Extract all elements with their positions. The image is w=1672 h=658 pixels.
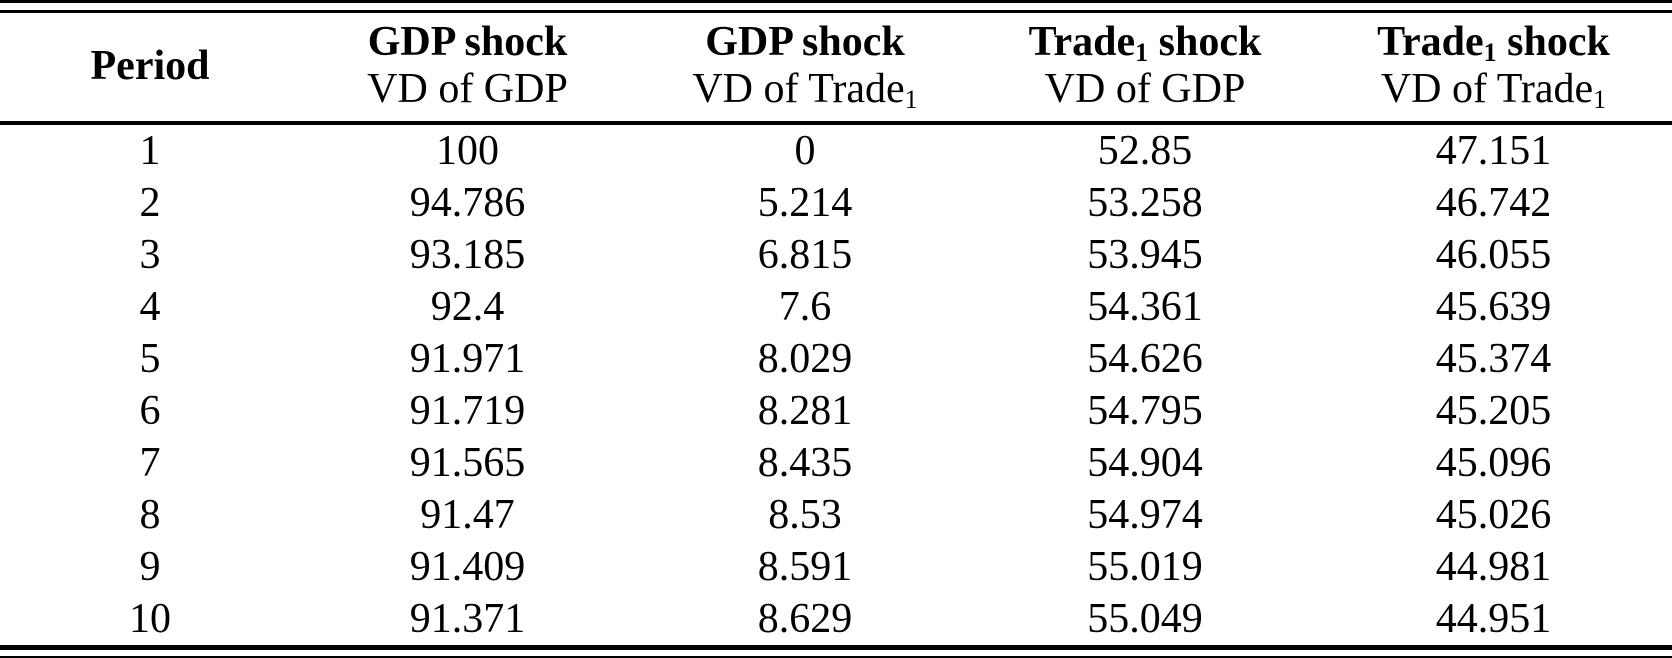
table-row: 10 91.371 8.629 55.049 44.951 bbox=[0, 593, 1672, 648]
header-text: VD of GDP bbox=[1044, 66, 1246, 113]
cell-gdp-shock-vd-trade1: 0 bbox=[794, 128, 816, 175]
cell-trade1-shock-vd-trade1: 46.055 bbox=[1435, 232, 1552, 279]
table-header: Period GDP shock VD of GDP GDP shock VD … bbox=[0, 11, 1672, 126]
header-vd-label: VD of GDP bbox=[975, 66, 1315, 113]
cell-trade1-shock-vd-gdp: 55.049 bbox=[1087, 596, 1203, 643]
header-shock-label: Trade1 shock bbox=[975, 19, 1315, 66]
cell-period: 9 bbox=[139, 544, 161, 591]
cell-gdp-shock-vd-gdp: 91.409 bbox=[409, 544, 526, 591]
header-subscript: 1 bbox=[1593, 84, 1607, 114]
cell-trade1-shock-vd-trade1: 46.742 bbox=[1435, 180, 1552, 227]
table-row: 4 92.4 7.6 54.361 45.639 bbox=[0, 281, 1672, 333]
cell-period: 10 bbox=[129, 596, 171, 643]
column-header-trade1-shock-vd-trade1: Trade1 shock VD of Trade1 bbox=[1315, 11, 1672, 126]
cell-gdp-shock-vd-gdp: 91.371 bbox=[409, 596, 526, 643]
header-shock-label: GDP shock bbox=[300, 19, 635, 66]
data-table: Period GDP shock VD of GDP GDP shock VD … bbox=[0, 10, 1672, 651]
cell-gdp-shock-vd-trade1: 8.629 bbox=[757, 596, 853, 643]
cell-gdp-shock-vd-gdp: 100 bbox=[436, 128, 499, 175]
cell-period: 3 bbox=[139, 232, 161, 279]
cell-trade1-shock-vd-gdp: 54.904 bbox=[1087, 440, 1203, 487]
cell-trade1-shock-vd-trade1: 45.639 bbox=[1435, 284, 1552, 331]
table-row: 3 93.185 6.815 53.945 46.055 bbox=[0, 229, 1672, 281]
header-subscript: 1 bbox=[1135, 37, 1149, 67]
cell-trade1-shock-vd-trade1: 45.205 bbox=[1435, 388, 1552, 435]
header-subscript: 1 bbox=[904, 84, 918, 114]
header-text: shock bbox=[1148, 19, 1262, 65]
header-text: Trade bbox=[1377, 19, 1484, 65]
column-header-gdp-shock-vd-gdp: GDP shock VD of GDP bbox=[300, 11, 635, 126]
cell-trade1-shock-vd-gdp: 55.019 bbox=[1087, 544, 1203, 591]
cell-period: 8 bbox=[139, 492, 161, 539]
cell-gdp-shock-vd-gdp: 93.185 bbox=[409, 232, 526, 279]
column-header-period: Period bbox=[0, 11, 300, 126]
header-subscript: 1 bbox=[1483, 37, 1497, 67]
cell-trade1-shock-vd-trade1: 47.151 bbox=[1435, 128, 1552, 175]
header-shock-label: Trade1 shock bbox=[1315, 19, 1672, 66]
cell-gdp-shock-vd-trade1: 8.435 bbox=[757, 440, 853, 487]
cell-gdp-shock-vd-trade1: 6.815 bbox=[757, 232, 853, 279]
table-row: 9 91.409 8.591 55.019 44.981 bbox=[0, 541, 1672, 593]
column-header-gdp-shock-vd-trade1: GDP shock VD of Trade1 bbox=[635, 11, 975, 126]
cell-trade1-shock-vd-gdp: 53.258 bbox=[1087, 180, 1203, 227]
table-row: 6 91.719 8.281 54.795 45.205 bbox=[0, 385, 1672, 437]
cell-trade1-shock-vd-trade1: 45.096 bbox=[1435, 440, 1552, 487]
cell-period: 7 bbox=[139, 440, 161, 487]
cell-gdp-shock-vd-gdp: 92.4 bbox=[430, 284, 505, 331]
cell-trade1-shock-vd-trade1: 45.374 bbox=[1435, 336, 1552, 383]
header-vd-label: VD of Trade1 bbox=[1315, 66, 1672, 113]
table-row: 5 91.971 8.029 54.626 45.374 bbox=[0, 333, 1672, 385]
cell-trade1-shock-vd-gdp: 53.945 bbox=[1087, 232, 1203, 279]
cell-period: 6 bbox=[139, 388, 161, 435]
header-text: Trade bbox=[1028, 19, 1136, 65]
header-vd-label: VD of Trade1 bbox=[635, 66, 975, 113]
cell-gdp-shock-vd-gdp: 91.565 bbox=[409, 440, 526, 487]
header-text: shock bbox=[1496, 19, 1610, 65]
cell-gdp-shock-vd-trade1: 5.214 bbox=[757, 180, 853, 227]
cell-trade1-shock-vd-trade1: 44.981 bbox=[1435, 544, 1552, 591]
cell-gdp-shock-vd-gdp: 91.719 bbox=[409, 388, 526, 435]
cell-gdp-shock-vd-trade1: 8.591 bbox=[757, 544, 853, 591]
header-text: GDP shock bbox=[705, 19, 905, 65]
cell-period: 1 bbox=[139, 128, 161, 175]
table-body: 1 100 0 52.85 47.151 2 94.786 5.214 53.2… bbox=[0, 123, 1672, 648]
table-row: 8 91.47 8.53 54.974 45.026 bbox=[0, 489, 1672, 541]
table-row: 2 94.786 5.214 53.258 46.742 bbox=[0, 177, 1672, 229]
cell-trade1-shock-vd-trade1: 44.951 bbox=[1435, 596, 1552, 643]
cell-trade1-shock-vd-trade1: 45.026 bbox=[1435, 492, 1552, 539]
cell-gdp-shock-vd-trade1: 8.53 bbox=[768, 492, 842, 539]
cell-trade1-shock-vd-gdp: 52.85 bbox=[1097, 128, 1193, 175]
cell-period: 2 bbox=[139, 180, 161, 227]
cell-trade1-shock-vd-gdp: 54.626 bbox=[1087, 336, 1203, 383]
header-shock-label: GDP shock bbox=[635, 19, 975, 66]
header-text: VD of Trade bbox=[692, 66, 905, 113]
cell-gdp-shock-vd-trade1: 7.6 bbox=[778, 284, 832, 331]
cell-gdp-shock-vd-gdp: 94.786 bbox=[409, 180, 526, 227]
cell-gdp-shock-vd-gdp: 91.47 bbox=[420, 492, 515, 539]
header-text: GDP shock bbox=[367, 19, 568, 65]
header-text: VD of Trade bbox=[1380, 66, 1594, 113]
header-vd-label: VD of GDP bbox=[300, 66, 635, 113]
header-text: VD of GDP bbox=[367, 66, 568, 113]
cell-trade1-shock-vd-gdp: 54.974 bbox=[1087, 492, 1203, 539]
cell-trade1-shock-vd-gdp: 54.361 bbox=[1087, 284, 1203, 331]
table-row: 7 91.565 8.435 54.904 45.096 bbox=[0, 437, 1672, 489]
cell-gdp-shock-vd-trade1: 8.029 bbox=[757, 336, 853, 383]
cell-period: 4 bbox=[139, 284, 161, 331]
column-header-trade1-shock-vd-gdp: Trade1 shock VD of GDP bbox=[975, 11, 1315, 126]
header-row: Period GDP shock VD of GDP GDP shock VD … bbox=[0, 11, 1672, 126]
cell-period: 5 bbox=[139, 336, 161, 383]
cell-gdp-shock-vd-trade1: 8.281 bbox=[757, 388, 853, 435]
table-row: 1 100 0 52.85 47.151 bbox=[0, 123, 1672, 177]
cell-trade1-shock-vd-gdp: 54.795 bbox=[1087, 388, 1203, 435]
cell-gdp-shock-vd-gdp: 91.971 bbox=[409, 336, 526, 383]
